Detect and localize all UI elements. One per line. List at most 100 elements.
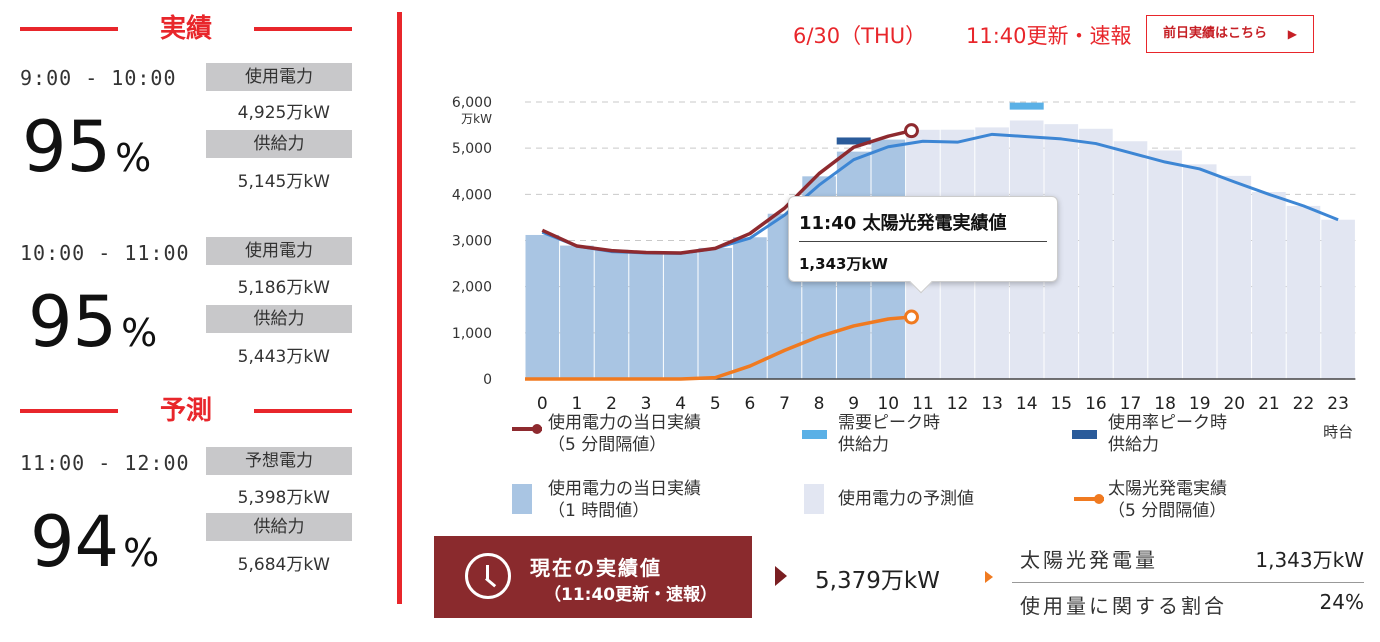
- x-tick-label: 1: [571, 394, 582, 414]
- solar-ratio-value: 24%: [1319, 590, 1364, 614]
- legend-solar: 太陽光発電実績 （5 分間隔値）: [1072, 478, 1227, 522]
- actual-bar: [560, 245, 594, 379]
- forecast-bar: [1148, 150, 1182, 379]
- forecast-bar: [1321, 219, 1355, 379]
- usage-rate: 95%: [28, 287, 157, 368]
- actual-heading-text: 実績: [159, 14, 212, 44]
- y-tick-label: 3,000: [452, 234, 492, 250]
- actual-bar: [663, 251, 698, 379]
- heading-rule: [20, 409, 118, 413]
- legend-forecast: 使用電力の予測値: [802, 478, 974, 514]
- y-tick-label: 6,000: [452, 95, 492, 111]
- legend-sublabel: 供給力: [1108, 435, 1159, 455]
- actual-5min-endpoint: [903, 123, 919, 139]
- x-tick-label: 21: [1258, 394, 1280, 414]
- legend-swatch: [512, 484, 532, 514]
- heading-rule: [254, 27, 352, 31]
- legend-swatch: [802, 430, 827, 439]
- usage-label: 使用電力: [206, 237, 352, 265]
- usage-rate: 94%: [30, 507, 159, 588]
- heading-rule: [20, 27, 118, 31]
- legend-label: 需要ピーク時: [838, 413, 940, 433]
- supply-value: 5,145万kW: [237, 172, 330, 192]
- supply-value: 5,443万kW: [237, 347, 330, 367]
- y-unit-label: 万kW: [461, 112, 492, 126]
- actual-bar: [629, 251, 663, 379]
- peak-supply-marker: [836, 137, 871, 145]
- legend-sublabel: 供給力: [838, 435, 889, 455]
- x-tick-label: 2: [606, 394, 617, 414]
- x-tick-label: 6: [744, 394, 755, 414]
- legend-label: 使用電力の当日実績: [548, 479, 701, 499]
- x-tick-label: 17: [1120, 394, 1142, 414]
- actual-block-2: 10:00 - 11:00 95% 使用電力 5,186万kW 供給力 5,44…: [20, 237, 352, 371]
- solar-tooltip: 11:40 太陽光発電実績値 1,343万kW: [788, 196, 1058, 294]
- previous-day-button-label: 前日実績はこちら: [1163, 26, 1268, 41]
- current-subtitle: （11:40更新・速報）: [544, 585, 718, 605]
- arrow-right-icon: [775, 566, 787, 586]
- x-tick-label: 23: [1327, 394, 1349, 414]
- tooltip-value: 1,343万kW: [799, 255, 888, 273]
- forecast-bar: [1286, 205, 1321, 379]
- vertical-divider: [397, 12, 402, 604]
- y-tick-label: 0: [483, 372, 492, 388]
- legend-swatch: [804, 484, 824, 514]
- forecast-heading-text: 予測: [159, 396, 212, 426]
- x-tick-label: 12: [947, 394, 969, 414]
- peak-supply-marker: [1009, 102, 1044, 110]
- x-tick-label: 4: [675, 394, 686, 414]
- play-arrow-icon: ▶: [1287, 27, 1297, 41]
- legend-demand-peak-supply: 需要ピーク時 供給力: [802, 412, 940, 456]
- usage-label: 使用電力: [206, 63, 352, 91]
- forecast-bar: [1079, 128, 1113, 379]
- actual-block-1: 9:00 - 10:00 95% 使用電力 4,925万kW 供給力 5,145…: [20, 63, 352, 196]
- legend-label: 太陽光発電実績: [1108, 479, 1227, 499]
- forecast-block: 11:00 - 12:00 94% 予想電力 5,398万kW 供給力 5,68…: [20, 447, 352, 581]
- forecast-usage-value: 5,398万kW: [237, 488, 330, 508]
- forecast-bar: [1217, 175, 1252, 379]
- x-tick-label: 14: [1016, 394, 1038, 414]
- tooltip-divider: [799, 241, 1047, 242]
- current-title: 現在の実績値: [530, 556, 662, 580]
- arrow-right-icon: [985, 571, 993, 583]
- y-tick-label: 5,000: [452, 141, 492, 157]
- actual-bar: [733, 237, 767, 379]
- current-usage-value: 5,379万kW: [815, 568, 940, 594]
- clock-icon: [465, 553, 511, 599]
- solar-generation-label: 太陽光発電量: [1020, 548, 1158, 572]
- percent-unit: %: [121, 311, 158, 355]
- usage-value: 4,925万kW: [237, 103, 330, 123]
- date-label: 6/30（THU）: [793, 24, 927, 48]
- line-marker-icon: [512, 424, 542, 434]
- x-tick-label: 20: [1223, 394, 1245, 414]
- usage-rate: 95%: [22, 112, 151, 193]
- solar-endpoint: [903, 309, 919, 325]
- legend-label: 使用電力の予測値: [838, 489, 974, 509]
- x-tick-label: 22: [1293, 394, 1315, 414]
- x-tick-label: 3: [641, 394, 652, 414]
- supply-value: 5,684万kW: [237, 555, 330, 575]
- forecast-bar: [1252, 192, 1286, 379]
- legend-label: 使用率ピーク時: [1108, 413, 1227, 433]
- legend-actual-5min: 使用電力の当日実績 （5 分間隔値）: [510, 412, 701, 456]
- x-tick-label: 16: [1085, 394, 1107, 414]
- x-tick-label: 13: [981, 394, 1003, 414]
- line-marker-icon: [1074, 494, 1104, 504]
- actual-bar: [698, 247, 733, 379]
- forecast-heading: 予測: [20, 396, 352, 426]
- x-tick-label: 19: [1189, 394, 1211, 414]
- supply-label: 供給力: [206, 305, 352, 333]
- percent-unit: %: [115, 136, 152, 180]
- tooltip-title: 11:40 太陽光発電実績値: [799, 213, 1007, 234]
- y-tick-label: 4,000: [452, 187, 492, 203]
- legend-sublabel: （5 分間隔値）: [1108, 501, 1227, 521]
- actual-bar: [525, 234, 560, 379]
- usage-rate-value: 95: [28, 281, 118, 363]
- previous-day-button[interactable]: 前日実績はこちら ▶: [1146, 15, 1314, 53]
- time-range: 9:00 - 10:00: [20, 66, 177, 90]
- x-tick-label: 7: [779, 394, 790, 414]
- actual-bar: [594, 249, 629, 379]
- heading-rule: [254, 409, 352, 413]
- usage-value: 5,186万kW: [237, 278, 330, 298]
- time-range: 10:00 - 11:00: [20, 241, 190, 265]
